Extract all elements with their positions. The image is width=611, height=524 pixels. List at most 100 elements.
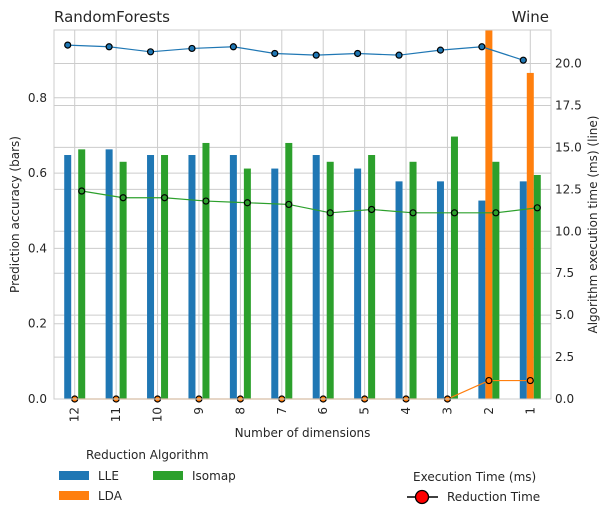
x-tick-label: 2	[482, 407, 496, 415]
line-point	[436, 46, 445, 54]
legend-time-marker	[414, 489, 430, 505]
line-path	[81, 190, 538, 214]
bar	[478, 200, 486, 399]
legend-time: Execution Time (ms) Reduction Time	[407, 470, 540, 505]
line-point	[450, 209, 459, 217]
line-point	[368, 205, 376, 214]
x-tick-label: 8	[233, 407, 247, 415]
bar	[354, 168, 362, 399]
legend-title: Reduction Algorithm	[86, 448, 209, 462]
x-tick-label: 10	[151, 407, 165, 422]
line-point	[64, 41, 72, 49]
y-axis-label-right: Algorithm execution time (ms) (line)	[586, 116, 600, 334]
bar	[147, 155, 155, 399]
line-point	[229, 43, 237, 51]
y-tick-label-right: 7.5	[555, 266, 574, 280]
legend-time-title: Execution Time (ms)	[413, 470, 536, 484]
bar	[526, 72, 534, 399]
line-point	[271, 49, 279, 58]
legend-algorithms: Reduction Algorithm LLE LDA Isomap	[59, 448, 236, 503]
legend-label-lle: LLE	[98, 469, 119, 483]
legend-swatch-lle	[59, 471, 89, 480]
x-tick-label: 9	[192, 407, 206, 415]
y-tick-label-left: 0.8	[28, 91, 47, 105]
y-tick-label-right: 15.0	[555, 140, 582, 154]
chart-title-left: RandomForests	[54, 8, 170, 26]
bar	[312, 155, 320, 399]
line-point	[285, 200, 293, 209]
x-tick-label: 12	[68, 407, 82, 422]
line-point	[354, 49, 362, 58]
line-point	[202, 197, 210, 205]
x-tick-label: 4	[399, 407, 413, 415]
bar	[368, 155, 376, 399]
bar-series-isomap	[78, 136, 541, 400]
line-point	[485, 376, 493, 385]
legend-swatch-isomap	[153, 471, 183, 480]
plot-frame	[53, 29, 552, 400]
bar	[188, 155, 196, 399]
x-axis-label: Number of dimensions	[235, 426, 371, 440]
legend-swatch-lda	[59, 491, 89, 500]
bar	[326, 161, 334, 399]
bar	[450, 136, 458, 399]
line-point	[243, 199, 251, 207]
line-series-lle	[64, 41, 527, 64]
line-point	[326, 209, 334, 217]
line-point	[160, 194, 169, 202]
bar	[243, 168, 251, 399]
bar	[202, 142, 210, 400]
bar	[285, 142, 293, 400]
legend-label-lda: LDA	[98, 489, 123, 503]
plot-area	[54, 30, 551, 399]
y-tick-label-left: 0.4	[28, 241, 47, 255]
bar	[161, 155, 169, 399]
y-tick-label-right: 20.0	[555, 57, 582, 71]
y-tick-label-left: 0.2	[28, 317, 47, 331]
bar	[485, 30, 493, 399]
line-point	[105, 43, 113, 51]
bar	[492, 161, 500, 399]
line-point	[519, 56, 527, 64]
line-point	[188, 44, 196, 53]
x-tick-label: 1	[523, 407, 537, 415]
line-point	[478, 43, 486, 51]
bar	[533, 174, 541, 399]
x-tick-label: 11	[109, 407, 123, 422]
y-tick-label-right: 10.0	[555, 224, 582, 238]
bar	[105, 149, 113, 399]
y-axis-label-left: Prediction accuracy (bars)	[8, 136, 22, 293]
bar-series-lle	[64, 149, 527, 399]
chart-title-right: Wine	[512, 8, 549, 26]
line-point	[533, 204, 541, 212]
bar	[395, 181, 403, 399]
bar	[271, 168, 279, 399]
line-series-isomap	[78, 187, 541, 217]
line-point	[146, 48, 155, 56]
y-tick-label-left: 0.6	[28, 166, 47, 180]
bar-series-lda	[485, 30, 534, 399]
bar	[409, 161, 417, 399]
x-tick-label: 3	[440, 407, 454, 415]
x-tick-label: 7	[275, 407, 289, 415]
line-point	[526, 376, 534, 385]
line-point	[312, 51, 320, 59]
y-tick-label-right: 2.5	[555, 350, 574, 364]
line-path	[67, 44, 524, 61]
line-point	[78, 187, 86, 195]
y-tick-label-right: 5.0	[555, 308, 574, 322]
line-point	[395, 51, 403, 59]
x-tick-label: 5	[358, 407, 372, 415]
legend-time-label: Reduction Time	[447, 490, 540, 504]
bar	[64, 155, 72, 399]
legend-label-isomap: Isomap	[192, 469, 236, 483]
y-tick-label-right: 17.5	[555, 98, 582, 112]
bar	[119, 161, 127, 399]
y-tick-label-left: 0.0	[28, 392, 47, 406]
bar	[229, 155, 237, 399]
bar	[436, 181, 444, 399]
line-point	[119, 194, 127, 202]
y-tick-label-right: 12.5	[555, 182, 582, 196]
